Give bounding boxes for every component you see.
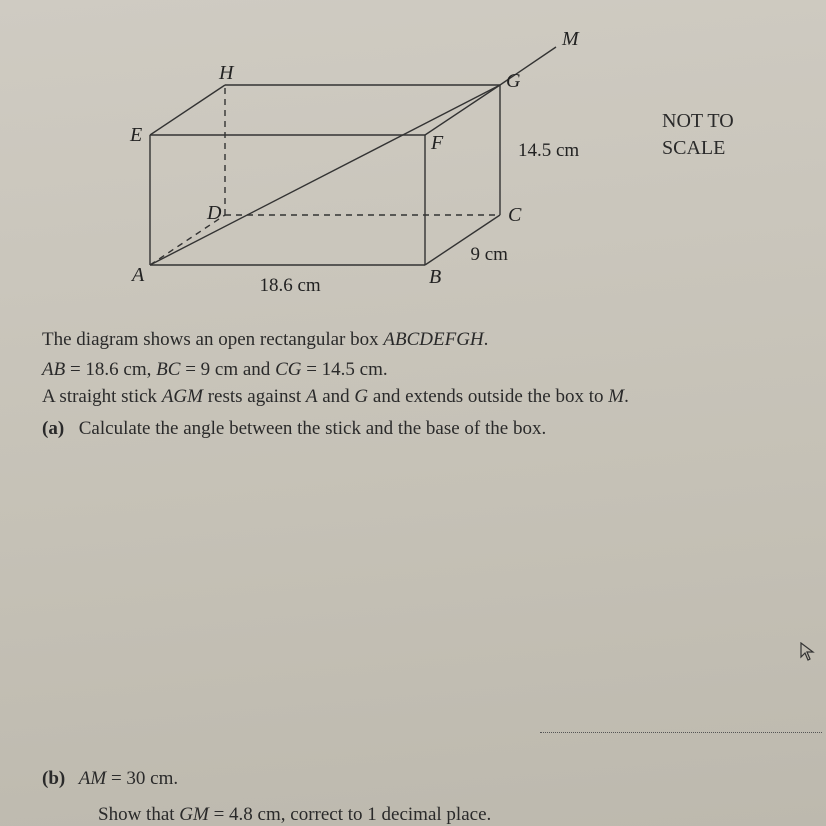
qb-tag: (b) — [42, 768, 74, 790]
p3e: and — [317, 386, 354, 407]
svg-text:A: A — [130, 264, 145, 286]
p2b: = 18.6 cm, — [65, 359, 156, 380]
para3: A straight stick AGM rests against A and… — [42, 383, 782, 411]
para1-b: ABCDEFGH — [383, 329, 483, 350]
p3h: M — [608, 386, 624, 407]
qa-tag: (a) — [42, 418, 74, 440]
p3g: and extends outside the box to — [368, 386, 608, 407]
para1-c: . — [484, 329, 489, 350]
p3a: A straight stick — [42, 386, 162, 407]
qb-sub-c: = 4.8 cm, correct to 1 decimal place. — [209, 804, 491, 825]
qa-text: Calculate the angle between the stick an… — [79, 418, 546, 439]
qb-b: = 30 cm. — [106, 768, 178, 789]
p3d: A — [306, 386, 318, 407]
p3i: . — [624, 386, 629, 407]
qb-sub-a: Show that — [98, 804, 179, 825]
svg-text:F: F — [430, 132, 444, 154]
qb-sub-b: GM — [179, 804, 209, 825]
not-to-scale: NOT TO SCALE — [662, 108, 734, 162]
para2: AB = 18.6 cm, BC = 9 cm and CG = 14.5 cm… — [42, 356, 782, 384]
p3c: rests against — [203, 386, 306, 407]
cursor-icon — [800, 642, 816, 667]
svg-text:18.6 cm: 18.6 cm — [260, 275, 321, 296]
qb-sub: Show that GM = 4.8 cm, correct to 1 deci… — [98, 804, 782, 826]
diagram-svg: A B C D E F G H M 18.6 cm 9 cm 14.5 cm — [120, 30, 620, 330]
nts-line1: NOT TO — [662, 108, 734, 135]
qb-line1: (b) AM = 30 cm. — [42, 768, 782, 790]
box-diagram: A B C D E F G H M 18.6 cm 9 cm 14.5 cm — [120, 30, 620, 310]
svg-text:G: G — [506, 70, 521, 92]
p2c: BC — [156, 359, 180, 380]
svg-text:14.5 cm: 14.5 cm — [518, 140, 579, 161]
svg-text:B: B — [429, 266, 441, 288]
p3f: G — [354, 386, 368, 407]
nts-line2: SCALE — [662, 135, 734, 162]
problem-text: The diagram shows an open rectangular bo… — [42, 326, 782, 411]
p2e: CG — [275, 359, 301, 380]
diagram-geometry: A B C D E F G H M 18.6 cm 9 cm 14.5 cm — [129, 28, 580, 296]
p2d: = 9 cm and — [180, 359, 275, 380]
svg-text:C: C — [508, 204, 522, 226]
question-b: (b) AM = 30 cm. Show that GM = 4.8 cm, c… — [42, 768, 782, 826]
p3b: AGM — [162, 386, 203, 407]
para1: The diagram shows an open rectangular bo… — [42, 326, 782, 354]
svg-text:M: M — [561, 28, 580, 50]
question-a: (a) Calculate the angle between the stic… — [42, 418, 782, 440]
p2a: AB — [42, 359, 65, 380]
answer-line — [540, 732, 822, 733]
para1-a: The diagram shows an open rectangular bo… — [42, 329, 383, 350]
svg-text:E: E — [129, 124, 142, 146]
svg-text:H: H — [218, 62, 235, 84]
page: ABCDEFGHM18.6 cm9 cm14.5 cm NOT TO SCALE… — [0, 0, 826, 826]
svg-text:D: D — [206, 202, 222, 224]
svg-text:9 cm: 9 cm — [471, 244, 509, 265]
p2f: = 14.5 cm. — [301, 359, 387, 380]
qb-a: AM — [79, 768, 106, 789]
